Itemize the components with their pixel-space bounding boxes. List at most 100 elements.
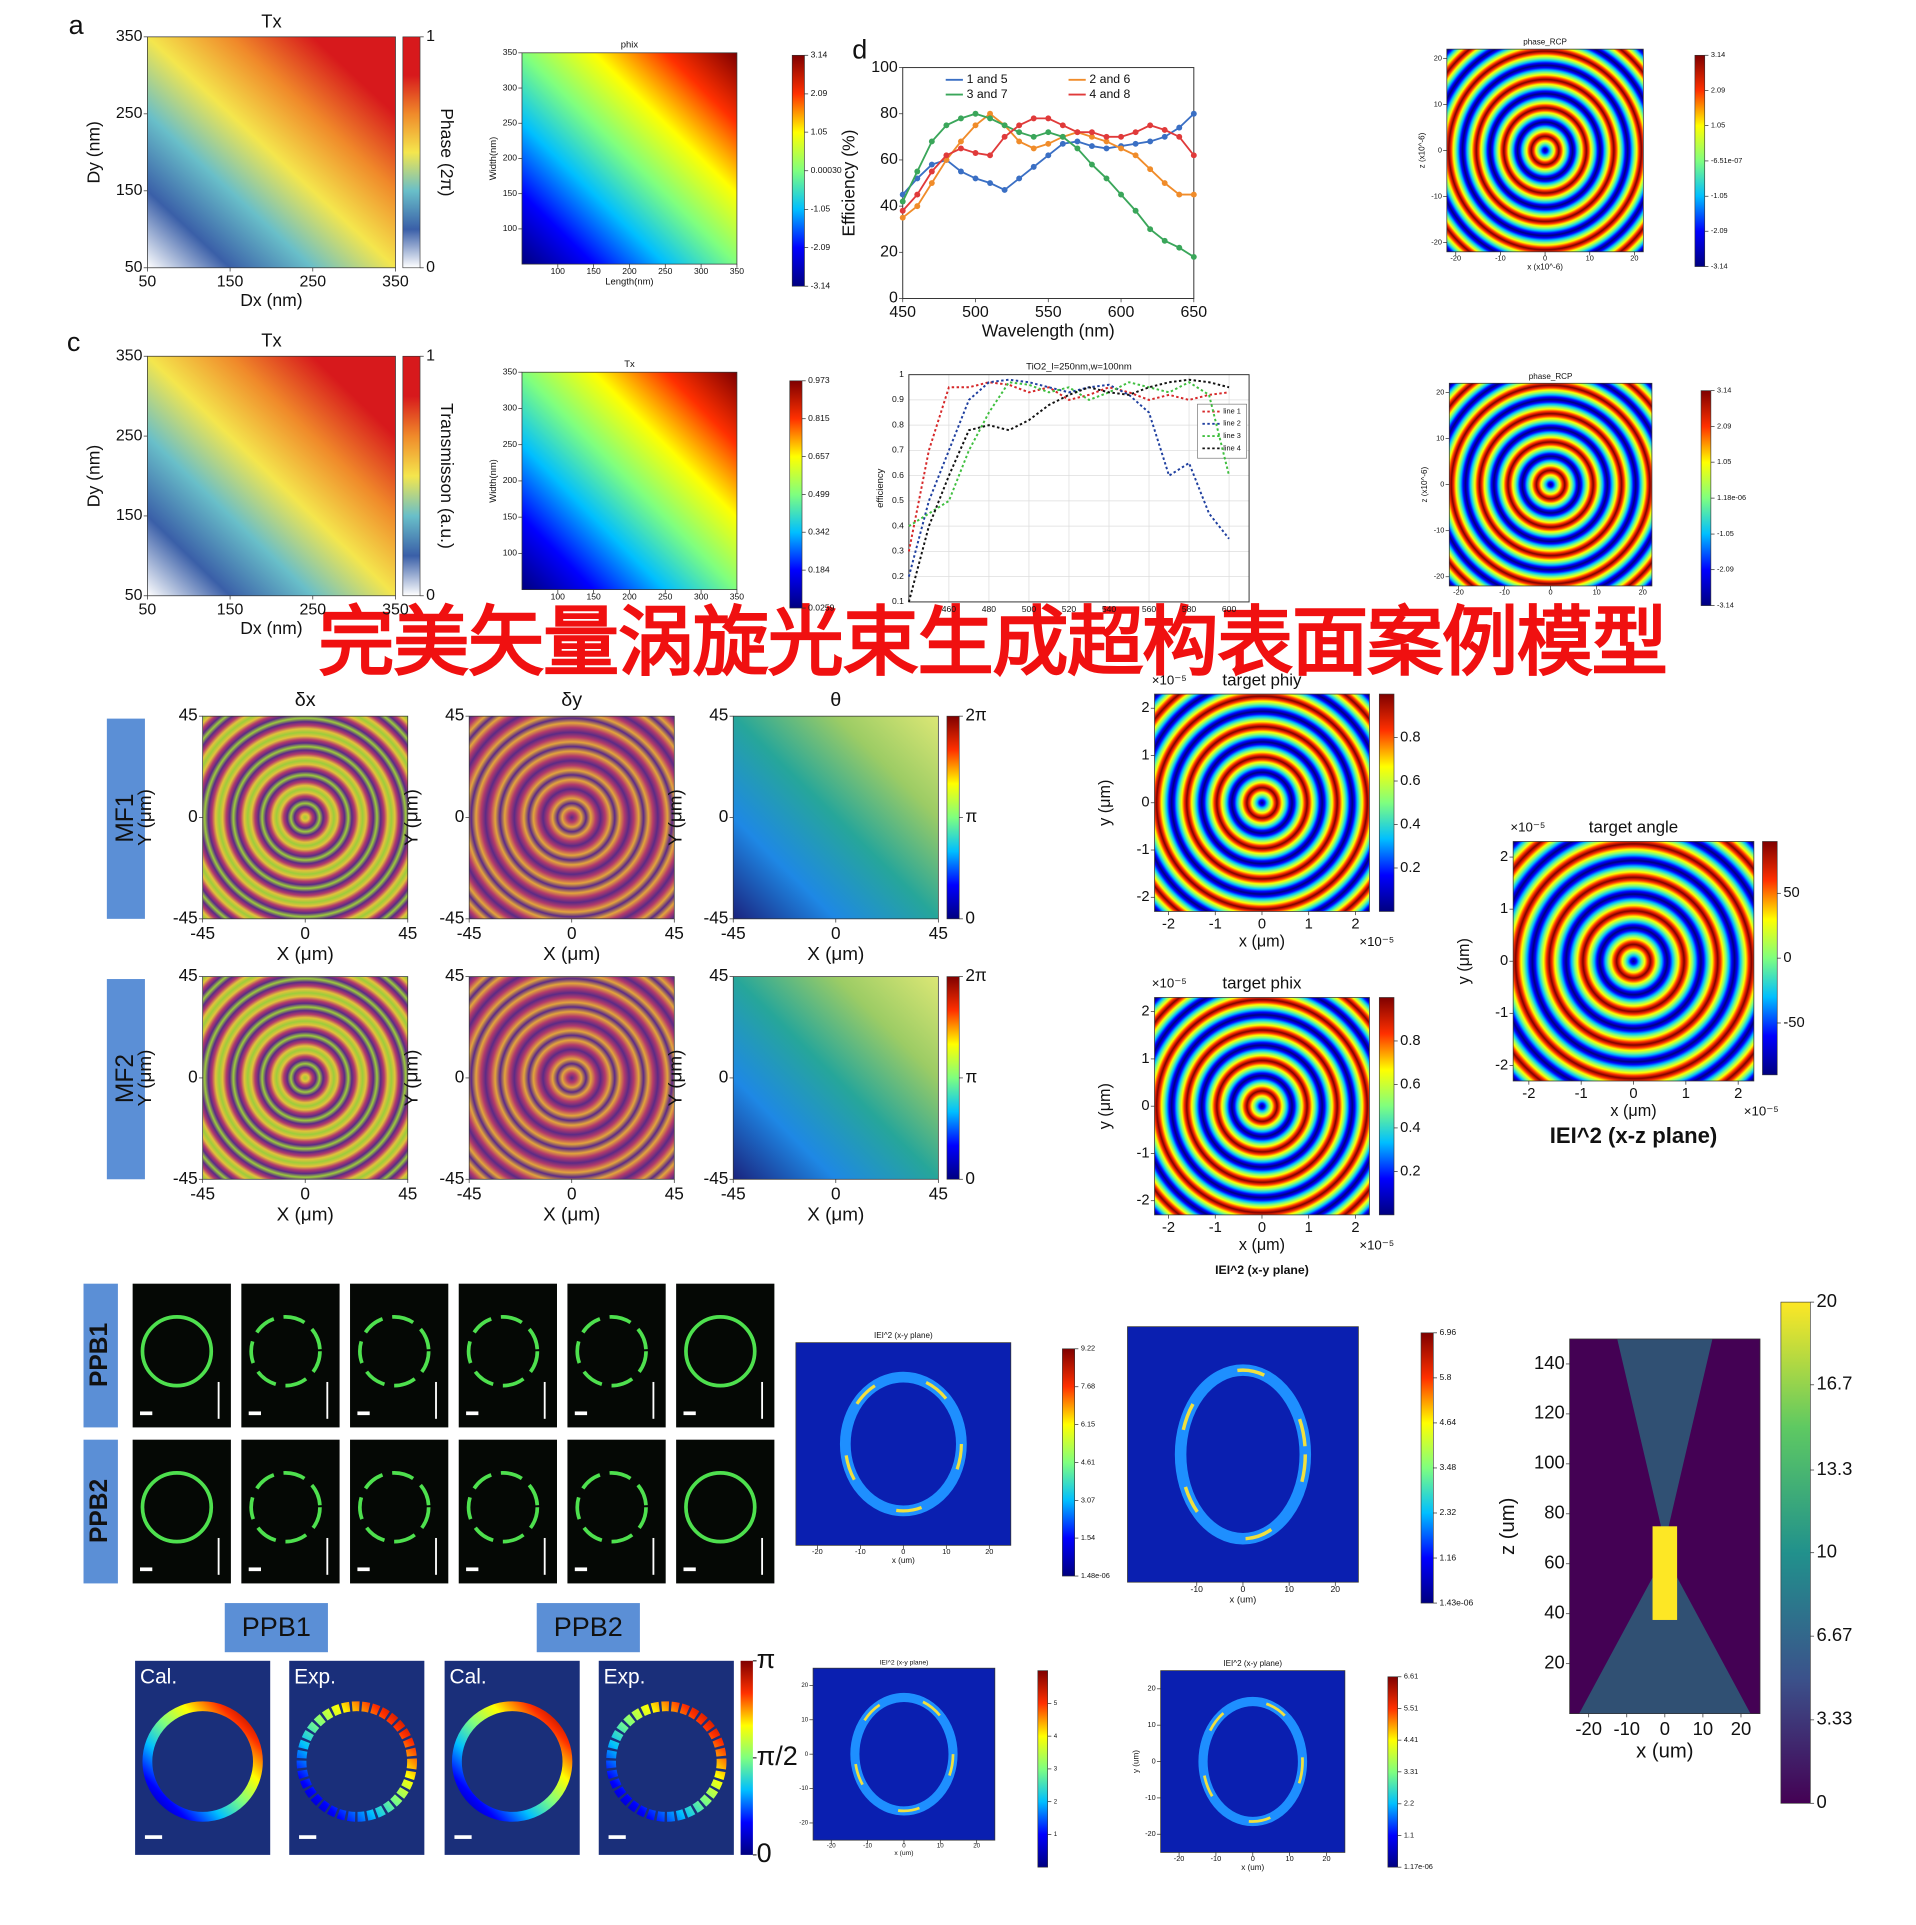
colorbar-tick-label: -3.14 bbox=[1717, 601, 1734, 610]
series-marker bbox=[1059, 140, 1066, 147]
heatmap bbox=[1154, 694, 1370, 912]
y-tick-label: 50 bbox=[125, 587, 143, 604]
y-tick-label: 2 bbox=[1141, 1004, 1149, 1020]
x-axis-label: X (μm) bbox=[807, 944, 864, 965]
heatmap bbox=[733, 976, 939, 1180]
scale-bar bbox=[466, 1567, 479, 1572]
colorbar bbox=[1378, 693, 1395, 912]
x-tick-label: -20 bbox=[1453, 588, 1464, 597]
y-axis-label: z (x10^-6) bbox=[1420, 466, 1429, 502]
colorbar-tick-label: 1.17e-06 bbox=[1404, 1862, 1433, 1871]
heatmap bbox=[1446, 49, 1644, 252]
y-tick-label: 0 bbox=[1141, 795, 1149, 811]
series-marker bbox=[1001, 133, 1008, 140]
heatmap-image bbox=[469, 716, 675, 919]
scale-bar bbox=[683, 1567, 696, 1572]
y-axis-label: Y (μm) bbox=[401, 1050, 422, 1107]
y-axis-label: Width(nm) bbox=[488, 459, 499, 503]
x-axis-label: X (μm) bbox=[807, 1204, 864, 1225]
heatmap-image bbox=[202, 716, 408, 919]
y-tick-label: 350 bbox=[116, 28, 143, 45]
series-marker bbox=[1016, 175, 1023, 182]
series-marker bbox=[1030, 133, 1037, 140]
y-tick-label: 45 bbox=[179, 705, 198, 725]
x-tick-label: -45 bbox=[457, 923, 482, 943]
ring bbox=[575, 1315, 648, 1388]
row-label: PPB2 bbox=[86, 1479, 113, 1543]
y-tick-label: 0.6 bbox=[892, 470, 904, 480]
plot-frame bbox=[1448, 382, 1653, 587]
y-tick-label: 350 bbox=[503, 366, 518, 376]
y-tick-label: 140 bbox=[1534, 1352, 1565, 1373]
series-marker bbox=[914, 168, 921, 175]
colorbar-tick-label: 3.07 bbox=[1081, 1495, 1095, 1504]
y-tick-label: 20 bbox=[1436, 387, 1444, 396]
ring-photo bbox=[458, 1283, 557, 1428]
series-marker bbox=[1132, 152, 1139, 159]
colorbar-tick-label: 3 bbox=[1054, 1766, 1058, 1773]
colorbar-tick-label: 0.0259 bbox=[808, 602, 834, 612]
y-axis-label: Y (μm) bbox=[401, 789, 422, 846]
y-tick-label: 100 bbox=[1534, 1452, 1565, 1473]
x-multiplier: ×10⁻⁵ bbox=[1359, 1237, 1394, 1252]
x-tick-label: 150 bbox=[586, 592, 601, 602]
colorbar-tick-label: 0 bbox=[965, 1168, 975, 1188]
colorbar-tick-label: 0 bbox=[965, 907, 975, 927]
series-marker bbox=[1103, 175, 1110, 182]
x-tick-label: 45 bbox=[929, 1183, 948, 1203]
y-tick-label: 20 bbox=[1434, 53, 1442, 62]
y-tick-label: -2 bbox=[1495, 1057, 1508, 1073]
series-marker bbox=[1059, 133, 1066, 140]
colorbar-tick-label: -2.09 bbox=[1717, 565, 1734, 574]
legend-label: line 1 bbox=[1223, 406, 1241, 415]
x-axis-label: X (μm) bbox=[543, 944, 600, 965]
x-axis-label: x (um) bbox=[1241, 1863, 1264, 1872]
x-tick-label: 480 bbox=[982, 604, 997, 614]
y-tick-label: -45 bbox=[173, 907, 198, 927]
row-label-box bbox=[106, 718, 145, 919]
series-marker bbox=[1088, 133, 1095, 140]
ring-photo bbox=[132, 1283, 231, 1428]
x-tick-label: 45 bbox=[665, 1183, 684, 1203]
colorbar-tick-label: 0.499 bbox=[808, 489, 830, 499]
x-tick-label: 450 bbox=[889, 304, 916, 321]
x-tick-label: 0 bbox=[1251, 1854, 1255, 1863]
x-multiplier: ×10⁻⁵ bbox=[1744, 1103, 1779, 1118]
ring-photo bbox=[676, 1283, 775, 1428]
series-marker bbox=[987, 115, 994, 122]
colorbar-tick-label: 1 bbox=[426, 347, 435, 364]
x-tick-label: 0 bbox=[1543, 253, 1547, 262]
series-marker bbox=[1118, 191, 1124, 198]
group-label: PPB1 bbox=[242, 1612, 311, 1642]
y-tick-label: 10 bbox=[801, 1716, 808, 1723]
colorbar-tick-label: 0.342 bbox=[808, 526, 830, 536]
colorbar-tick-label: 2.32 bbox=[1439, 1507, 1456, 1517]
heatmap-image bbox=[1154, 997, 1370, 1215]
x-tick-label: 45 bbox=[398, 923, 417, 943]
colorbar-tick-label: 2π bbox=[965, 705, 987, 725]
y-tick-label: 20 bbox=[1148, 1684, 1156, 1693]
y-tick-label: 150 bbox=[503, 511, 518, 521]
colorbar-tick-label: 0.00030 bbox=[811, 165, 842, 175]
colorbar-tick-label: 1.05 bbox=[811, 126, 828, 136]
phase-image bbox=[135, 1660, 271, 1855]
series-marker bbox=[1176, 124, 1183, 131]
x-tick-label: 150 bbox=[217, 273, 244, 290]
y-tick-label: 60 bbox=[1544, 1552, 1564, 1573]
banner-title: 完美矢量涡旋光束生成超构表面案例模型 bbox=[318, 601, 1666, 686]
heatmap-image bbox=[521, 372, 737, 590]
legend-label: 4 and 8 bbox=[1089, 87, 1130, 101]
colorbar-label: Phase (2π) bbox=[437, 108, 457, 196]
y-tick-label: 0 bbox=[1440, 480, 1444, 489]
ring bbox=[249, 1471, 322, 1544]
colorbar-tick-label: 0.4 bbox=[1400, 1120, 1420, 1136]
legend-label: line 4 bbox=[1223, 443, 1241, 452]
x-tick-label: -45 bbox=[190, 923, 215, 943]
y-tick-label: 150 bbox=[116, 182, 143, 199]
series-marker bbox=[1190, 191, 1197, 198]
colorbar-tick-label: 4.41 bbox=[1404, 1735, 1418, 1744]
x-tick-label: 45 bbox=[398, 1183, 417, 1203]
heatmap bbox=[147, 356, 396, 596]
scale-bar bbox=[454, 1835, 472, 1839]
